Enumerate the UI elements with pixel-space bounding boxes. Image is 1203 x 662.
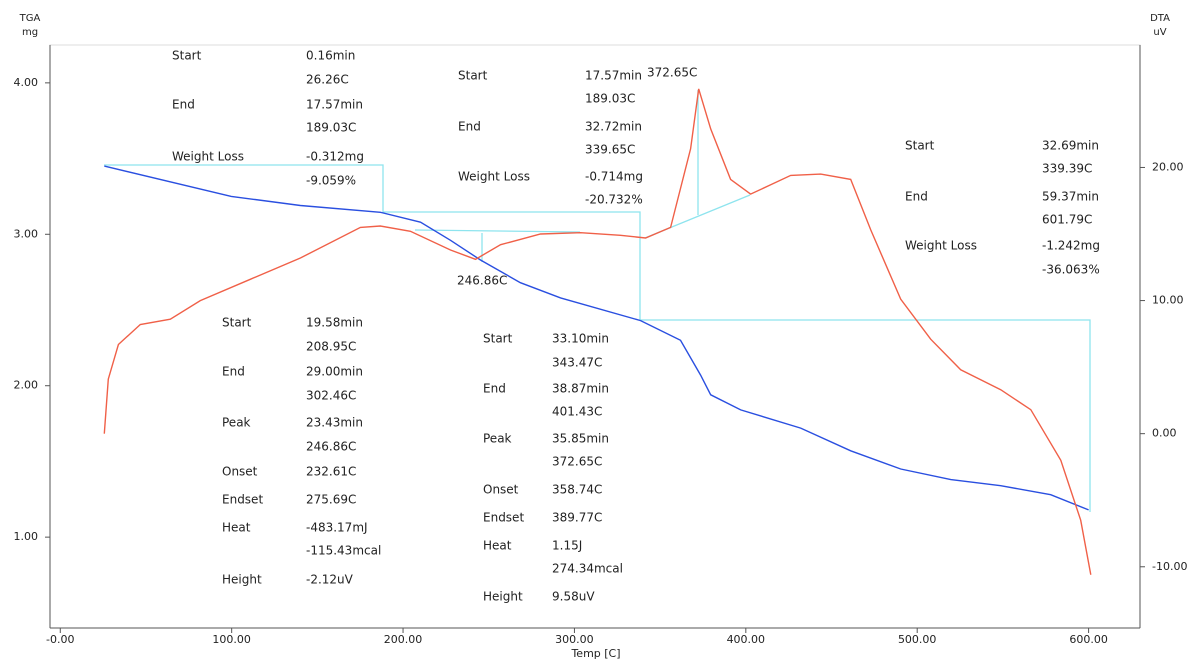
- annotation: 389.77C: [552, 511, 602, 525]
- annotation: Start: [458, 69, 488, 83]
- annotation: Weight Loss: [458, 170, 530, 184]
- annotation: -9.059%: [306, 174, 356, 188]
- series-line: [103, 88, 1092, 575]
- annotation: -483.17mJ: [306, 521, 368, 535]
- annotation: 9.58uV: [552, 590, 595, 604]
- annotation: Peak: [483, 432, 512, 446]
- y2-tick-label: 0.00: [1152, 427, 1177, 440]
- annotation: 33.10min: [552, 332, 609, 346]
- x-tick-label: 200.00: [384, 633, 423, 646]
- annotation: -0.312mg: [306, 150, 364, 164]
- annotation: Start: [905, 139, 935, 153]
- annotation: Start: [172, 49, 202, 63]
- annotation: 0.16min: [306, 49, 355, 63]
- y-tick-label: 1.00: [14, 530, 39, 543]
- annotation: Onset: [222, 465, 258, 479]
- annotation: 32.72min: [585, 120, 642, 134]
- annotation: 59.37min: [1042, 190, 1099, 204]
- annotation: Start: [222, 316, 252, 330]
- x-tick-label: 500.00: [898, 633, 937, 646]
- annotation: 23.43min: [306, 416, 363, 430]
- annotation: -36.063%: [1042, 263, 1100, 277]
- annotation: 246.86C: [306, 440, 356, 454]
- annotation: 29.00min: [306, 365, 363, 379]
- annotation: 601.79C: [1042, 213, 1092, 227]
- annotation: Endset: [483, 511, 524, 525]
- annotation: End: [905, 190, 928, 204]
- annotation: 17.57min: [585, 69, 642, 83]
- y2-unit: uV: [1153, 27, 1166, 38]
- baselines: [414, 90, 751, 262]
- annotation: 19.58min: [306, 316, 363, 330]
- annotation: 302.46C: [306, 389, 356, 403]
- annotation: -1.242mg: [1042, 239, 1100, 253]
- annotation: Start: [483, 332, 513, 346]
- annotation: Weight Loss: [905, 239, 977, 253]
- annotation: Heat: [222, 521, 251, 535]
- annotation: 1.15J: [552, 539, 582, 553]
- x-tick-label: 300.00: [555, 633, 594, 646]
- annotation: Heat: [483, 539, 512, 553]
- annotation: 372.65C: [552, 455, 602, 469]
- annotation: 358.74C: [552, 483, 602, 497]
- annotation: -0.714mg: [585, 170, 643, 184]
- annotation: 17.57min: [306, 98, 363, 112]
- annotation: 339.65C: [585, 143, 635, 157]
- y2-tick-label: -10.00: [1152, 560, 1187, 573]
- annotation: Endset: [222, 493, 263, 507]
- annotation: Peak: [222, 416, 251, 430]
- annotation: 343.47C: [552, 356, 602, 370]
- annotation: End: [172, 98, 195, 112]
- x-tick-label: 100.00: [212, 633, 251, 646]
- annotation: 32.69min: [1042, 139, 1099, 153]
- annotation: End: [483, 382, 506, 396]
- annotation: Height: [222, 573, 262, 587]
- annotation: 275.69C: [306, 493, 356, 507]
- y-unit: mg: [22, 27, 38, 38]
- annotation: Weight Loss: [172, 150, 244, 164]
- annotation: 401.43C: [552, 405, 602, 419]
- series-line: [104, 165, 1089, 511]
- y-tick-label: 2.00: [14, 379, 39, 392]
- annotation: -115.43mcal: [306, 544, 381, 558]
- annotation: Onset: [483, 483, 519, 497]
- annotation: 26.26C: [306, 73, 349, 87]
- step-lines: [104, 164, 1091, 512]
- annotation: End: [458, 120, 481, 134]
- y2-tick-label: 10.00: [1152, 294, 1184, 307]
- annotation: End: [222, 365, 245, 379]
- y2-tick-label: 20.00: [1152, 160, 1184, 173]
- annotation: 208.95C: [306, 340, 356, 354]
- annotation: 246.86C: [457, 274, 507, 288]
- annotation: 189.03C: [306, 121, 356, 135]
- annotation: -2.12uV: [306, 573, 354, 587]
- annotation: -20.732%: [585, 193, 643, 207]
- annotation: 232.61C: [306, 465, 356, 479]
- annotation: Height: [483, 590, 523, 604]
- y-tick-label: 4.00: [14, 76, 39, 89]
- x-tick-label: 400.00: [727, 633, 766, 646]
- y-label: TGA: [19, 13, 41, 24]
- y-tick-label: 3.00: [14, 227, 39, 240]
- annotation: 38.87min: [552, 382, 609, 396]
- annotation: 339.39C: [1042, 162, 1092, 176]
- annotation: 189.03C: [585, 92, 635, 106]
- y2-label: DTA: [1150, 13, 1170, 24]
- x-tick-label: 600.00: [1069, 633, 1108, 646]
- annotation: 372.65C: [647, 66, 697, 80]
- annotation: 35.85min: [552, 432, 609, 446]
- x-tick-label: -0.00: [46, 633, 74, 646]
- x-label: Temp [C]: [570, 647, 620, 660]
- annotation: 274.34mcal: [552, 562, 623, 576]
